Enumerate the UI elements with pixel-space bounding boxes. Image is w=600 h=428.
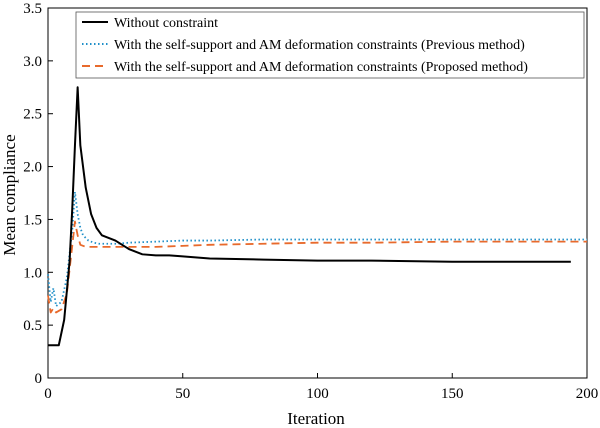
x-tick-label: 200: [576, 386, 599, 402]
y-tick-label: 2.5: [23, 107, 42, 123]
series-layer: [47, 86, 587, 347]
x-tick-label: 100: [306, 386, 329, 402]
legend-label-1: Without constraint: [114, 16, 218, 31]
y-axis-title: Mean compliance: [0, 134, 19, 255]
x-tick-label: 0: [44, 386, 52, 402]
y-tick-label: 2.0: [23, 160, 42, 176]
legend: Without constraint With the self-support …: [75, 11, 585, 79]
series-line-3: [47, 220, 587, 314]
legend-label-3: With the self-support and AM deformation…: [114, 60, 528, 75]
legend-label-2: With the self-support and AM deformation…: [114, 38, 525, 53]
y-tick-label: 3.5: [23, 1, 42, 17]
series-line-1: [48, 86, 571, 347]
y-tick-label: 3.0: [23, 54, 42, 70]
y-tick-label: 0.5: [23, 318, 42, 334]
tick-layer: 0 50 100 150 200 0 0.5 1.0 1.5 2.0 2.5 3.0 3.5: [23, 1, 598, 402]
x-tick-label: 50: [175, 386, 190, 402]
legend-box: [75, 11, 585, 79]
x-tick-label: 150: [441, 386, 464, 402]
x-axis-title: Iteration: [287, 409, 345, 428]
y-tick-label: 0: [35, 371, 43, 387]
y-tick-label: 1.5: [23, 212, 42, 228]
y-tick-label: 1.0: [23, 265, 42, 281]
